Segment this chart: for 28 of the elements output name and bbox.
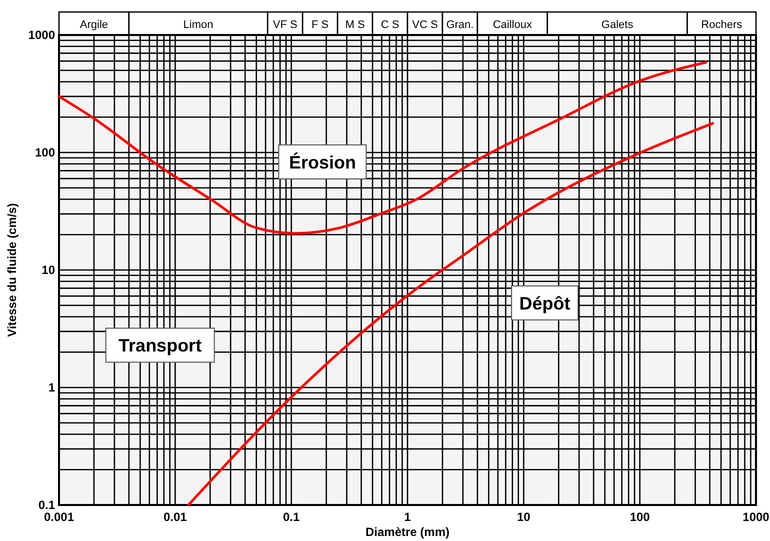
annotation: Dépôt [519, 293, 570, 314]
band-label: Argile [80, 19, 108, 31]
band-label: VC S [412, 19, 438, 31]
x-tick-label: 1000 [742, 510, 770, 524]
band-label: Limon [183, 19, 214, 31]
x-tick-label: 0.01 [163, 510, 188, 524]
x-axis-title: Diamètre (mm) [365, 525, 450, 539]
y-axis-title: Vitesse du fluide (cm/s) [5, 203, 19, 337]
annotation: Érosion [288, 152, 356, 172]
band-label: Galets [601, 19, 634, 31]
band-label: F S [312, 19, 329, 31]
y-tick-label: 100 [34, 146, 56, 160]
band-label: C S [380, 19, 400, 31]
y-tick-label: 0.1 [38, 498, 56, 512]
x-tick-label: 100 [630, 510, 650, 524]
band-label: Rochers [701, 19, 743, 31]
band-label: M S [345, 19, 365, 31]
y-tick-label: 1 [48, 380, 56, 394]
y-tick-label: 1000 [28, 28, 56, 42]
y-tick-label: 10 [42, 263, 56, 277]
x-tick-label: 0.001 [44, 510, 74, 524]
band-label: Gran. [446, 19, 474, 31]
annotation: Transport [118, 336, 202, 356]
x-tick-label: 0.1 [282, 510, 300, 524]
band-label: Cailloux [492, 19, 532, 31]
x-tick-label: 1 [404, 510, 412, 524]
band-label: VF S [272, 19, 298, 31]
x-tick-label: 10 [516, 510, 531, 524]
